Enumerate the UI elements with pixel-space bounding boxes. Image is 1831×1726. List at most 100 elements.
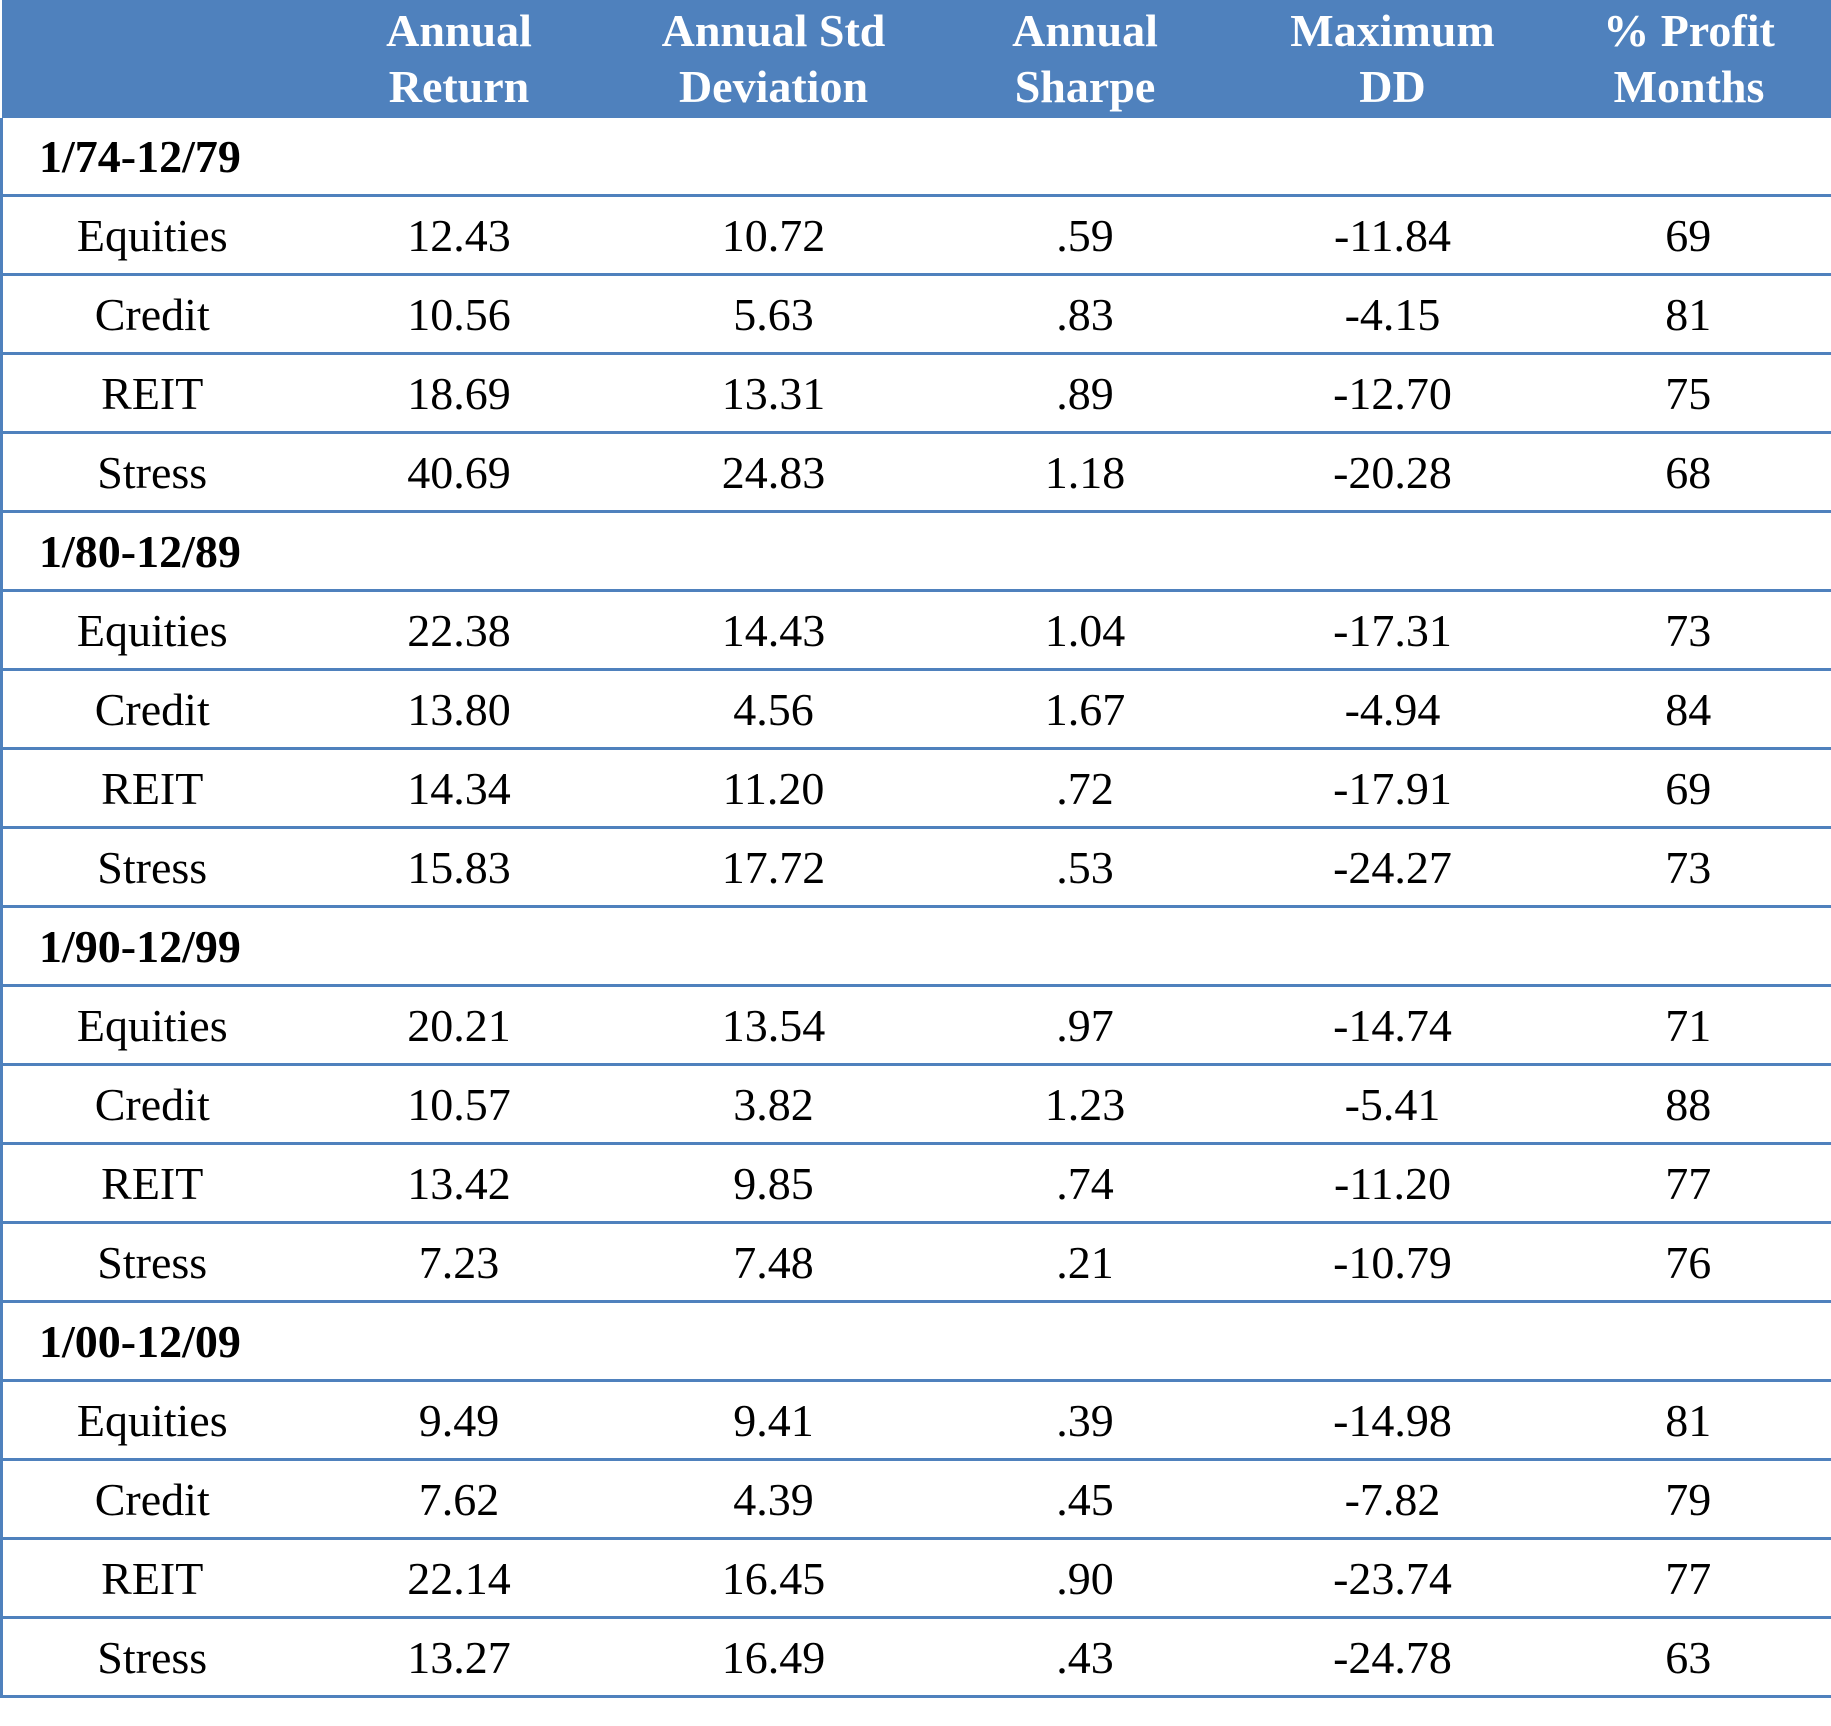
value-cell: .83	[930, 274, 1240, 355]
value-cell: 1.67	[930, 669, 1240, 750]
value-cell: 88	[1545, 1064, 1831, 1145]
group-row: 1/74-12/79	[0, 118, 1831, 197]
data-row: REIT 18.69 13.31.89 -12.70 75	[0, 353, 1831, 434]
value-cell: -14.98	[1239, 1380, 1546, 1461]
value-cell: 10.57	[301, 1064, 617, 1145]
value-cell: 13.42	[301, 1143, 617, 1224]
row-label: REIT	[0, 353, 302, 434]
column-header: Maximum DD	[1239, 0, 1546, 118]
row-label: Credit	[0, 1064, 302, 1145]
value-cell: 71	[1545, 985, 1831, 1066]
header-corner	[1, 0, 302, 118]
value-cell: 4.39	[616, 1459, 931, 1540]
value-cell: 81	[1545, 1380, 1831, 1461]
value-cell: 68	[1545, 432, 1831, 513]
row-label: Equities	[0, 195, 302, 276]
column-header: Annual Sharpe	[930, 0, 1240, 118]
value-cell: 14.43	[616, 590, 931, 671]
header-line: % Profit	[1603, 5, 1775, 56]
value-cell: 84	[1545, 669, 1831, 750]
group-row: 1/80-12/89	[0, 511, 1831, 592]
data-row: Equities 12.43 10.72.59 -11.84 69	[0, 195, 1831, 276]
data-row: Equities 20.21 13.54.97 -14.74 71	[0, 985, 1831, 1066]
data-row: Equities 9.49 9.41.39 -14.98 81	[0, 1380, 1831, 1461]
value-cell: 9.41	[616, 1380, 931, 1461]
header-line: Annual	[1012, 5, 1158, 56]
value-cell: -20.28	[1239, 432, 1546, 513]
group-row: 1/00-12/09	[0, 1301, 1831, 1382]
value-cell: 7.48	[616, 1222, 931, 1303]
row-label: Equities	[0, 590, 302, 671]
row-label: Credit	[0, 1459, 302, 1540]
value-cell: 20.21	[301, 985, 617, 1066]
value-cell: .39	[930, 1380, 1240, 1461]
value-cell: .97	[930, 985, 1240, 1066]
value-cell: 79	[1545, 1459, 1831, 1540]
group-label: 1/80-12/89	[0, 511, 1831, 592]
value-cell: .90	[930, 1538, 1240, 1619]
value-cell: 81	[1545, 274, 1831, 355]
row-label: Equities	[0, 985, 302, 1066]
data-row: Credit 10.57 3.82 1.23 -5.41 88	[0, 1064, 1831, 1145]
value-cell: .89	[930, 353, 1240, 434]
data-row: Stress 40.69 24.83 1.18 -20.28 68	[0, 432, 1831, 513]
value-cell: 22.38	[301, 590, 617, 671]
row-label: Credit	[0, 274, 302, 355]
value-cell: 9.49	[301, 1380, 617, 1461]
value-cell: 3.82	[616, 1064, 931, 1145]
row-label: Stress	[0, 1617, 302, 1698]
value-cell: -4.15	[1239, 274, 1546, 355]
value-cell: -11.20	[1239, 1143, 1546, 1224]
value-cell: -12.70	[1239, 353, 1546, 434]
value-cell: 13.31	[616, 353, 931, 434]
value-cell: -14.74	[1239, 985, 1546, 1066]
row-label: REIT	[0, 1143, 302, 1224]
value-cell: 13.80	[301, 669, 617, 750]
value-cell: 16.49	[616, 1617, 931, 1698]
value-cell: 40.69	[301, 432, 617, 513]
data-row: Credit 13.80 4.56 1.67 -4.94 84	[0, 669, 1831, 750]
row-label: Credit	[0, 669, 302, 750]
data-row: Credit 7.62 4.39.45 -7.82 79	[0, 1459, 1831, 1540]
value-cell: 13.54	[616, 985, 931, 1066]
value-cell: 17.72	[616, 827, 931, 908]
value-cell: .59	[930, 195, 1240, 276]
column-header: Annual Return	[301, 0, 617, 118]
value-cell: 11.20	[616, 748, 931, 829]
header-line: Return	[388, 61, 530, 112]
value-cell: -24.27	[1239, 827, 1546, 908]
value-cell: 9.85	[616, 1143, 931, 1224]
value-cell: 13.27	[301, 1617, 617, 1698]
group-label: 1/74-12/79	[0, 118, 1831, 197]
row-label: Stress	[0, 1222, 302, 1303]
value-cell: -17.91	[1239, 748, 1546, 829]
value-cell: 73	[1545, 827, 1831, 908]
value-cell: 10.72	[616, 195, 931, 276]
header-line: Sharpe	[1014, 61, 1156, 112]
value-cell: 73	[1545, 590, 1831, 671]
value-cell: 24.83	[616, 432, 931, 513]
header-line: Annual Std	[661, 5, 886, 56]
value-cell: -11.84	[1239, 195, 1546, 276]
row-label: REIT	[0, 1538, 302, 1619]
value-cell: .45	[930, 1459, 1240, 1540]
column-header: % Profit Months	[1545, 0, 1831, 118]
data-row: Credit 10.56 5.63.83 -4.15 81	[0, 274, 1831, 355]
value-cell: 12.43	[301, 195, 617, 276]
value-cell: .74	[930, 1143, 1240, 1224]
value-cell: 69	[1545, 195, 1831, 276]
column-header: Annual Std Deviation	[616, 0, 931, 118]
value-cell: 69	[1545, 748, 1831, 829]
group-label: 1/90-12/99	[0, 906, 1831, 987]
header-line: Deviation	[678, 61, 869, 112]
value-cell: 5.63	[616, 274, 931, 355]
value-cell: .53	[930, 827, 1240, 908]
header-line: DD	[1359, 61, 1426, 112]
value-cell: .21	[930, 1222, 1240, 1303]
value-cell: 15.83	[301, 827, 617, 908]
value-cell: -17.31	[1239, 590, 1546, 671]
value-cell: 14.34	[301, 748, 617, 829]
value-cell: -24.78	[1239, 1617, 1546, 1698]
